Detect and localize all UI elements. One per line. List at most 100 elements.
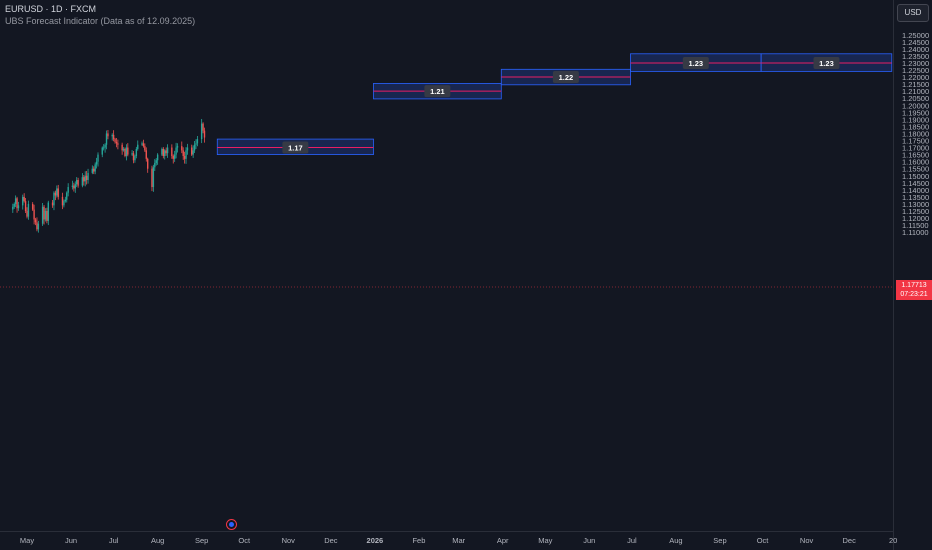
price-tick-label: 1.11500 xyxy=(902,221,929,230)
candle-body xyxy=(23,196,25,202)
time-tick-label: Dec xyxy=(324,536,338,545)
candle-body xyxy=(115,141,118,144)
time-axis[interactable]: May Jun Jul Aug Sep Oct Nov Dec 2026 Feb Mar Apr May… xyxy=(20,536,897,545)
time-tick-label: Dec xyxy=(843,536,857,545)
candle-body xyxy=(16,198,18,209)
time-tick-label: Nov xyxy=(800,536,814,545)
candle-body xyxy=(95,161,98,165)
time-tick-label: Jul xyxy=(627,536,637,545)
time-tick-label: Jul xyxy=(109,536,119,545)
candle-body xyxy=(193,144,196,151)
candle-body xyxy=(142,143,145,147)
symbol-title[interactable]: EURUSD · 1D · FXCM xyxy=(5,4,97,14)
time-tick-label: Sep xyxy=(195,536,208,545)
time-tick-label: Aug xyxy=(151,536,164,545)
candle-body xyxy=(107,133,109,137)
candle-body xyxy=(43,206,45,220)
forecast-label: 1.23 xyxy=(819,59,834,68)
candle-body xyxy=(71,185,74,188)
forecast-label: 1.23 xyxy=(689,59,704,68)
candle-body xyxy=(81,177,84,186)
time-tick-label: May xyxy=(20,536,34,545)
forecast-label-bg xyxy=(552,71,579,84)
candle-body xyxy=(53,192,55,206)
price-tick-label: 1.22000 xyxy=(902,73,929,82)
price-tick-label: 1.12000 xyxy=(902,214,929,223)
candle-body xyxy=(94,164,96,172)
candle-body xyxy=(125,147,128,157)
candle-body xyxy=(127,147,129,155)
time-tick-label: Nov xyxy=(282,536,296,545)
candles-layer xyxy=(12,118,206,233)
price-tick-label: 1.23000 xyxy=(902,59,929,68)
candle-body xyxy=(22,196,24,206)
candle-body xyxy=(154,163,156,168)
price-tick-label: 1.14500 xyxy=(902,179,929,188)
candle-body xyxy=(124,148,126,157)
price-tick-label: 1.20500 xyxy=(902,94,929,103)
candle-body xyxy=(151,168,153,188)
candle-body xyxy=(176,146,179,148)
economic-event-icon[interactable] xyxy=(226,519,237,530)
candle-body xyxy=(195,143,197,145)
forecast-label-bg xyxy=(282,141,309,154)
price-tick-label: 1.20000 xyxy=(902,101,929,110)
candle-body xyxy=(36,222,38,230)
candle-body xyxy=(56,188,58,196)
candle-body xyxy=(47,202,49,221)
candle-body xyxy=(203,130,206,138)
price-tick-label: 1.23500 xyxy=(902,52,929,61)
last-price-value: 1.17713 xyxy=(901,282,927,289)
price-tick-label: 1.15500 xyxy=(902,165,929,174)
candle-body xyxy=(117,143,119,145)
time-tick-label: Oct xyxy=(757,536,770,545)
candle-body xyxy=(137,144,139,149)
candle-body xyxy=(144,146,146,151)
candle-body xyxy=(171,147,173,157)
candle-body xyxy=(76,179,78,185)
candle-body xyxy=(166,147,169,154)
candle-body xyxy=(34,219,37,223)
candle-body xyxy=(102,147,105,149)
candle-body xyxy=(181,146,183,151)
time-tick-label: Apr xyxy=(497,536,509,545)
candle-body xyxy=(105,133,108,145)
price-tick-label: 1.13000 xyxy=(902,200,929,209)
time-tick-label: 20 xyxy=(889,536,897,545)
candle-body xyxy=(17,205,20,209)
candle-body xyxy=(155,160,157,164)
price-axis[interactable]: 1.110001.115001.120001.125001.130001.135… xyxy=(902,31,929,237)
price-tick-label: 1.19000 xyxy=(902,115,929,124)
candle-body xyxy=(12,206,14,210)
currency-button[interactable]: USD xyxy=(897,4,929,22)
price-tick-label: 1.13500 xyxy=(902,193,929,202)
candle-body xyxy=(112,134,115,140)
candle-body xyxy=(192,150,194,155)
price-tick-label: 1.15000 xyxy=(902,172,929,181)
time-tick-label: Sep xyxy=(713,536,726,545)
candle-body xyxy=(101,147,103,155)
candle-body xyxy=(186,147,189,151)
price-tick-label: 1.17000 xyxy=(902,144,929,153)
forecast-label: 1.22 xyxy=(559,73,574,82)
candle-body xyxy=(33,209,35,220)
candle-body xyxy=(73,185,75,189)
price-tick-label: 1.21500 xyxy=(902,80,929,89)
candle-body xyxy=(202,123,204,131)
time-tick-label: 2026 xyxy=(367,536,384,545)
candle-body xyxy=(200,123,203,140)
forecast-boxes-layer: 1.17 1.21 1.22 1.23 1.23 xyxy=(216,53,893,155)
candle-body xyxy=(141,143,143,145)
candle-body xyxy=(51,202,54,206)
candle-body xyxy=(97,154,99,162)
candle-body xyxy=(46,211,48,221)
time-tick-label: May xyxy=(538,536,552,545)
candle-body xyxy=(173,154,176,159)
price-tick-label: 1.18500 xyxy=(902,122,929,131)
candle-body xyxy=(93,168,95,172)
candle-body xyxy=(175,147,177,155)
indicator-title[interactable]: UBS Forecast Indicator (Data as of 12.09… xyxy=(5,16,196,26)
candle-body xyxy=(156,154,159,161)
